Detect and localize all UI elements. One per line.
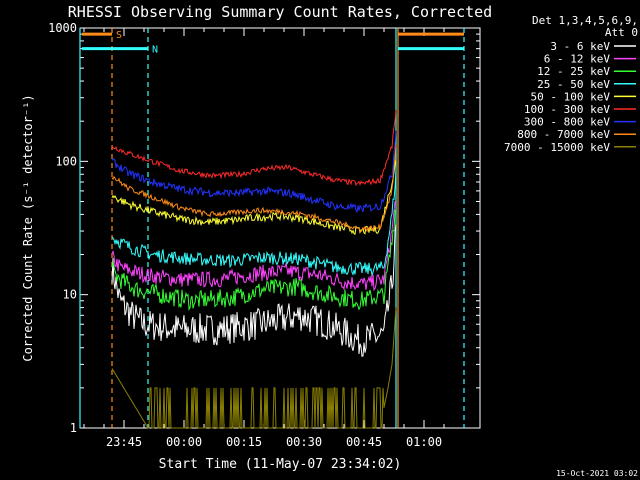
series-line-3	[111, 170, 397, 277]
series-line-6	[111, 130, 397, 214]
x-tick-label: 00:00	[166, 435, 202, 449]
x-tick-label: 00:15	[226, 435, 262, 449]
y-tick-label: 1000	[48, 21, 77, 35]
flag-label-s: S	[116, 30, 122, 41]
y-tick-label: 1	[70, 421, 77, 435]
y-axis-label: Corrected Count Rate (s⁻¹ detector⁻¹)	[21, 94, 35, 361]
chart-title: RHESSI Observing Summary Count Rates, Co…	[68, 3, 492, 21]
flag-label-n: N	[152, 45, 158, 56]
legend-label: 300 - 800 keV	[524, 116, 610, 129]
series-line-7	[111, 144, 397, 233]
footer-date: 15-Oct-2021 03:02	[556, 469, 638, 478]
x-tick-label: 01:00	[406, 435, 442, 449]
y-tick-label: 10	[63, 288, 77, 302]
legend-label: 6 - 12 keV	[544, 53, 611, 66]
x-tick-label: 00:30	[286, 435, 322, 449]
x-tick-label: 23:45	[106, 435, 142, 449]
legend-label: 3 - 6 keV	[550, 40, 610, 53]
x-axis-label: Start Time (11-May-07 23:34:02)	[159, 457, 402, 472]
series-line-8	[111, 307, 397, 429]
series-line-2	[111, 209, 397, 311]
series-line-1	[111, 200, 397, 292]
plot-frame	[79, 27, 481, 429]
legend-label: 100 - 300 keV	[524, 103, 610, 116]
legend-label: 50 - 100 keV	[531, 90, 611, 103]
series-line-0	[111, 224, 397, 358]
plot-area: SN	[79, 27, 481, 429]
legend-label: 25 - 50 keV	[537, 78, 610, 91]
x-tick-label: 00:45	[346, 435, 382, 449]
legend-header-detectors: Det 1,3,4,5,6,9,	[532, 14, 638, 27]
legend-label: 7000 - 15000 keV	[504, 141, 610, 154]
series-line-5	[111, 110, 397, 187]
legend-label: 12 - 25 keV	[537, 65, 610, 78]
series-line-4	[111, 159, 397, 236]
legend-label: 800 - 7000 keV	[517, 128, 610, 141]
y-tick-label: 100	[55, 154, 77, 168]
legend-header-attenuator: Att 0	[605, 26, 638, 39]
